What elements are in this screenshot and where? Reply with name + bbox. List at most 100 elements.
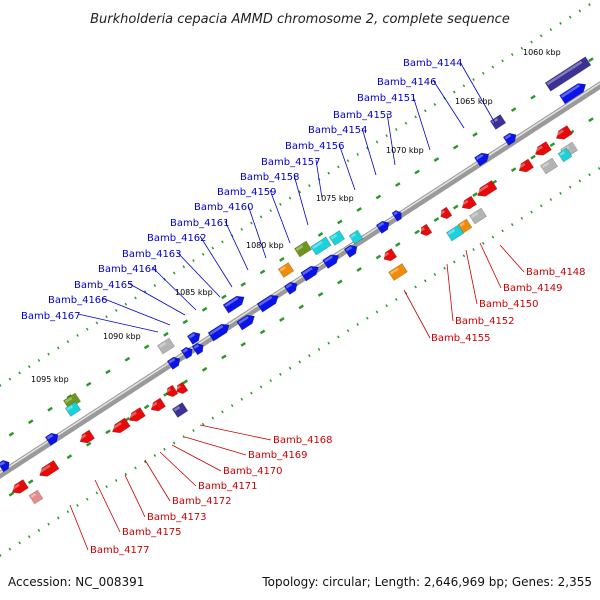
gene-feature[interactable]	[533, 141, 552, 158]
gene-label[interactable]: Bamb_4164	[98, 264, 158, 275]
gene-shape	[156, 337, 176, 355]
gene-feature[interactable]	[256, 292, 281, 313]
gene-feature[interactable]	[236, 312, 258, 331]
gene-feature[interactable]	[328, 230, 346, 246]
gene-feature[interactable]	[164, 384, 179, 399]
gene-feature[interactable]	[62, 392, 82, 410]
gene-feature[interactable]	[544, 56, 592, 92]
gene-label[interactable]: Bamb_4171	[198, 481, 258, 492]
gene-shape	[559, 83, 587, 105]
gene-feature[interactable]	[174, 381, 189, 396]
gene-feature[interactable]	[539, 157, 559, 175]
gene-feature[interactable]	[110, 417, 131, 436]
topology-summary-text: Topology: circular; Length: 2,646,969 bp…	[261, 575, 592, 589]
gene-label[interactable]: Bamb_4153	[333, 110, 393, 121]
gene-feature[interactable]	[293, 240, 313, 258]
gene-highlight	[345, 245, 353, 252]
gene-feature[interactable]	[37, 459, 60, 479]
gene-label[interactable]: Bamb_4148	[526, 267, 586, 278]
gene-feature[interactable]	[127, 407, 146, 424]
gene-label[interactable]: Bamb_4157	[261, 157, 321, 168]
gene-feature[interactable]	[489, 114, 507, 130]
gene-label[interactable]: Bamb_4163	[122, 249, 182, 260]
gene-label[interactable]: Bamb_4149	[503, 283, 563, 294]
gene-shape	[473, 152, 490, 167]
gene-feature[interactable]	[77, 429, 96, 446]
gene-feature[interactable]	[468, 207, 488, 225]
gene-feature[interactable]	[502, 131, 519, 146]
gene-shape	[293, 240, 313, 258]
gene-label[interactable]: Bamb_4173	[147, 512, 207, 523]
gene-highlight	[546, 60, 583, 86]
gene-label[interactable]: Bamb_4168	[273, 435, 333, 446]
gene-label[interactable]: Bamb_4166	[48, 295, 108, 306]
gene-feature[interactable]	[459, 195, 478, 212]
gene-feature[interactable]	[300, 263, 322, 282]
gene-shape	[277, 262, 295, 278]
gene-feature[interactable]	[156, 337, 176, 355]
gene-label[interactable]: Bamb_4154	[308, 125, 368, 136]
gene-feature[interactable]	[180, 345, 195, 360]
gene-label[interactable]: Bamb_4175	[122, 527, 182, 538]
gene-feature[interactable]	[283, 280, 300, 295]
gene-shape	[186, 331, 201, 345]
gene-feature[interactable]	[343, 243, 360, 258]
gene-label[interactable]: Bamb_4161	[170, 218, 230, 229]
gene-label[interactable]: Bamb_4177	[90, 545, 150, 556]
gene-feature[interactable]	[166, 355, 183, 370]
gene-feature[interactable]	[28, 489, 44, 505]
gene-label[interactable]: Bamb_4172	[172, 496, 232, 507]
gene-feature[interactable]	[457, 218, 473, 234]
label-leader-line	[171, 444, 222, 472]
gene-feature[interactable]	[475, 179, 498, 199]
gene-feature[interactable]	[557, 147, 573, 163]
gene-label[interactable]: Bamb_4151	[357, 93, 417, 104]
gene-label[interactable]: Bamb_4169	[248, 450, 308, 461]
gene-highlight	[238, 316, 249, 325]
gene-feature[interactable]	[171, 402, 189, 418]
gene-feature[interactable]	[473, 150, 491, 167]
gene-feature[interactable]	[310, 236, 332, 256]
gene-label[interactable]: Bamb_4165	[74, 280, 134, 291]
gene-label[interactable]: Bamb_4160	[194, 202, 254, 213]
gene-shape	[555, 125, 573, 140]
gene-feature[interactable]	[516, 158, 535, 175]
gene-label[interactable]: Bamb_4158	[240, 172, 300, 183]
label-leader-line	[459, 61, 496, 124]
gene-label[interactable]: Bamb_4167	[21, 311, 81, 322]
gene-feature[interactable]	[388, 263, 408, 281]
gene-highlight	[393, 211, 398, 216]
gene-label[interactable]: Bamb_4155	[431, 333, 491, 344]
gene-label[interactable]: Bamb_4144	[403, 58, 463, 69]
gene-feature[interactable]	[222, 293, 247, 314]
gene-highlight	[389, 267, 399, 275]
gene-feature[interactable]	[44, 431, 61, 446]
gene-feature[interactable]	[391, 209, 404, 222]
gene-feature[interactable]	[148, 397, 167, 414]
gene-feature[interactable]	[348, 229, 364, 245]
gene-feature[interactable]	[10, 479, 29, 496]
gene-shape	[128, 407, 146, 422]
gene-feature[interactable]	[438, 206, 453, 221]
gene-feature[interactable]	[64, 401, 82, 417]
gene-label[interactable]: Bamb_4146	[377, 77, 437, 88]
gene-label[interactable]: Bamb_4159	[217, 187, 277, 198]
gene-feature[interactable]	[375, 219, 392, 234]
gene-label[interactable]: Bamb_4150	[479, 299, 539, 310]
gene-label[interactable]: Bamb_4170	[223, 466, 283, 477]
gene-feature[interactable]	[277, 262, 295, 278]
gene-feature[interactable]	[418, 223, 433, 238]
gene-label[interactable]: Bamb_4162	[147, 233, 207, 244]
gene-feature[interactable]	[207, 321, 232, 342]
gene-feature[interactable]	[322, 251, 342, 269]
gene-feature[interactable]	[381, 248, 398, 264]
gene-feature[interactable]	[191, 341, 206, 356]
gene-feature[interactable]	[445, 224, 465, 242]
gene-label[interactable]: Bamb_4152	[455, 316, 515, 327]
gene-label[interactable]: Bamb_4156	[285, 141, 345, 152]
gene-feature[interactable]	[0, 458, 12, 473]
gene-feature[interactable]	[186, 330, 203, 345]
gene-feature[interactable]	[559, 80, 589, 105]
gene-highlight	[302, 267, 313, 276]
gene-feature[interactable]	[554, 125, 573, 142]
